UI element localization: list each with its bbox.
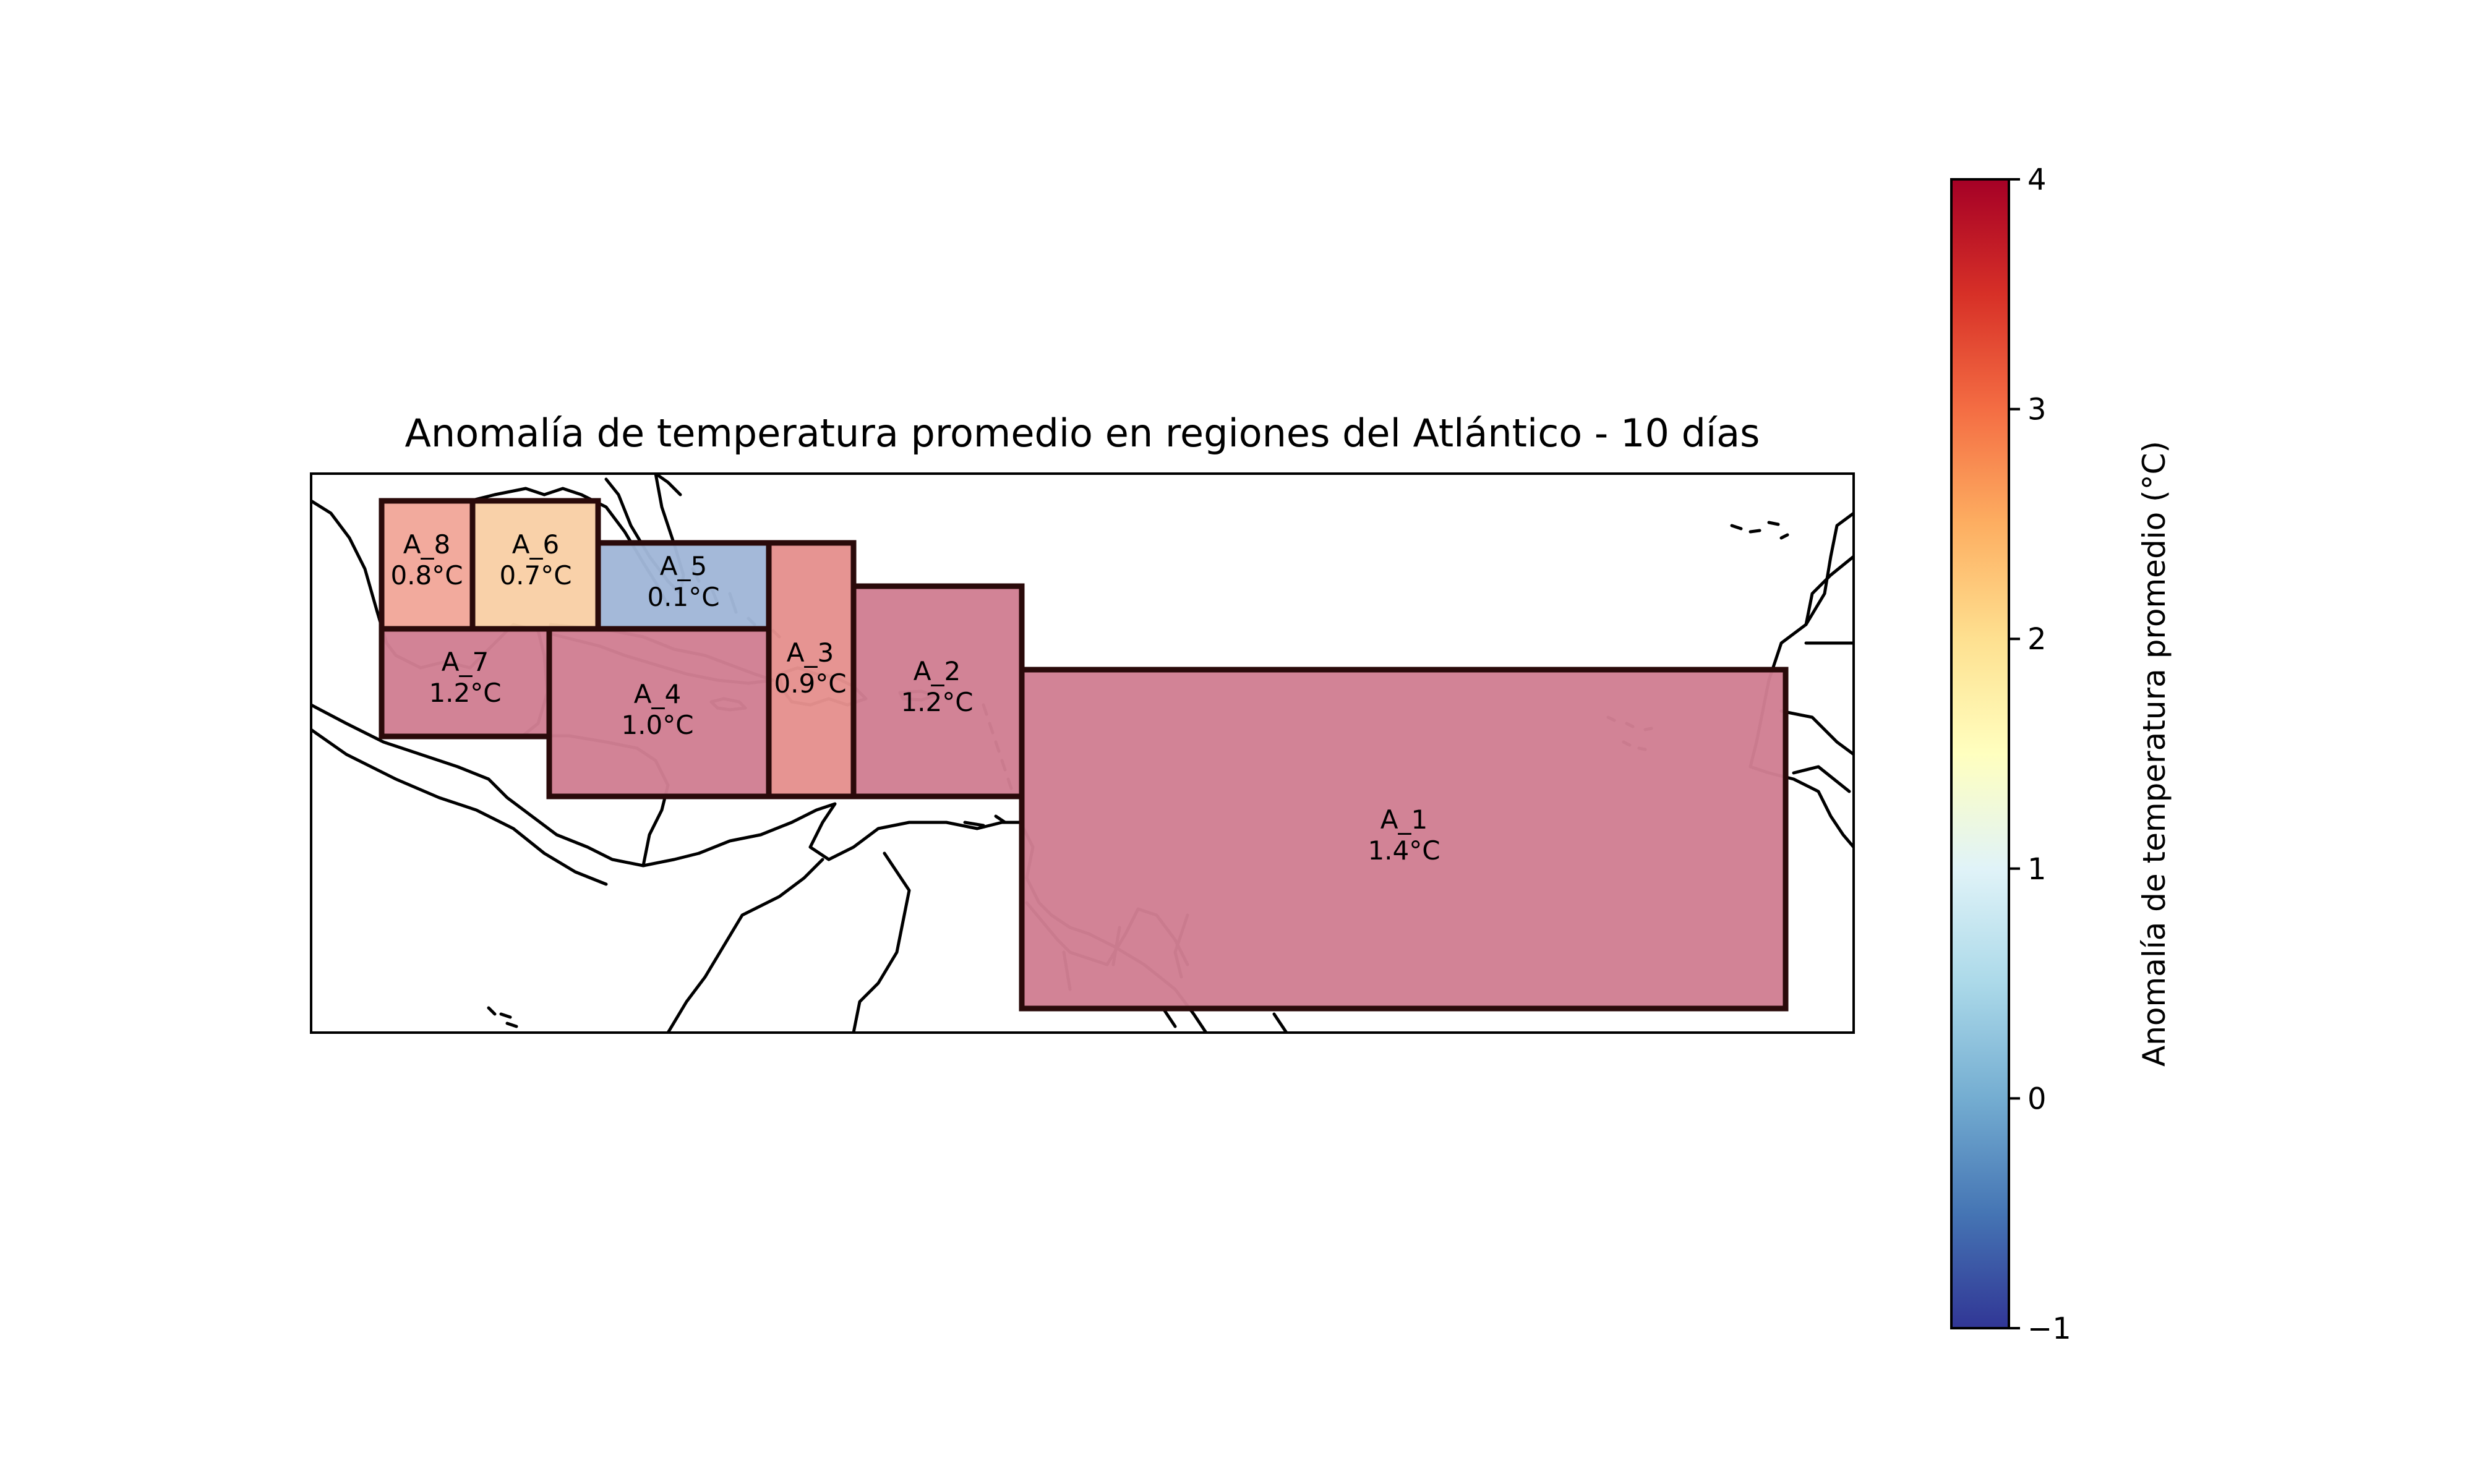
map-title: Anomalía de temperatura promedio en regi… — [405, 411, 1760, 456]
region-name-label: A_3 — [787, 638, 834, 668]
region-value-label: 1.4°C — [1368, 835, 1440, 866]
region-box-a-6 — [469, 498, 601, 632]
colorbar-label: Anomalía de temperatura promedio (°C) — [2136, 441, 2172, 1067]
coastline-inland-border-1 — [666, 858, 824, 1033]
region-name-label: A_6 — [512, 529, 559, 560]
coastline-africa-north — [1804, 555, 1854, 645]
region-name-label: A_7 — [442, 647, 489, 677]
region-value-label: 1.2°C — [901, 687, 973, 717]
coastline-central-america — [311, 703, 701, 868]
region-name-label: A_2 — [914, 656, 961, 686]
colorbar-tick-label: −1 — [2027, 1311, 2071, 1346]
coastline-pacific-ca — [311, 728, 608, 886]
region-value-label: 0.7°C — [499, 560, 571, 591]
colorbar-tick-label: 2 — [2027, 622, 2047, 657]
colorbar: 4 3 2 1 0 −1 Anomalía de temperatura promedio… — [1950, 163, 2172, 1346]
region-box-a-1 — [1019, 667, 1789, 1012]
region-name-label: A_4 — [634, 679, 681, 709]
region-box-a-4 — [546, 626, 772, 800]
region-name-label: A_1 — [1380, 804, 1427, 835]
region-value-label: 1.0°C — [621, 710, 693, 740]
colorbar-tick-label: 3 — [2027, 393, 2047, 427]
region-value-label: 1.2°C — [429, 678, 501, 708]
region-value-label: 0.9°C — [774, 668, 846, 699]
colorbar-tick-label: 4 — [2027, 163, 2047, 197]
coastline-us-east — [654, 474, 682, 497]
map-frame — [310, 472, 1855, 1034]
region-value-label: 0.8°C — [390, 560, 463, 591]
africa-borders — [1779, 709, 1854, 793]
colorbar-ticks: 4 3 2 1 0 −1 — [2009, 163, 2071, 1346]
islands-pacific — [487, 1006, 518, 1028]
colorbar-gradient — [1950, 178, 2010, 1329]
islands-canary — [1730, 521, 1789, 540]
colorbar-tick-label: 1 — [2027, 852, 2047, 887]
region-labels: A_11.4°CA_21.2°CA_30.9°CA_41.0°CA_50.1°C… — [390, 529, 1440, 866]
region-box-a-7 — [379, 626, 552, 740]
colorbar-tick-label: 0 — [2027, 1081, 2047, 1116]
region-name-label: A_5 — [660, 551, 707, 581]
region-boxes — [379, 498, 1789, 1012]
region-name-label: A_8 — [403, 529, 450, 560]
region-box-a-2 — [850, 583, 1025, 800]
coastline-inland-border-2 — [852, 851, 911, 1033]
region-value-label: 0.1°C — [647, 582, 719, 612]
